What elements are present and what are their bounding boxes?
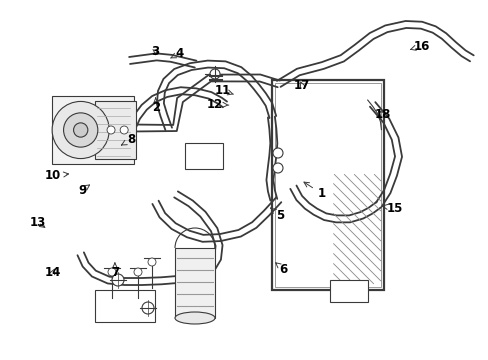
Bar <box>271 80 383 290</box>
Text: 8: 8 <box>121 133 135 146</box>
Circle shape <box>108 268 116 276</box>
Ellipse shape <box>175 312 215 324</box>
Text: 17: 17 <box>293 79 310 92</box>
Text: 9: 9 <box>78 184 89 197</box>
Text: 13: 13 <box>30 216 46 229</box>
Circle shape <box>63 113 98 147</box>
Circle shape <box>120 126 128 134</box>
Bar <box>175 248 215 318</box>
Text: 18: 18 <box>373 108 390 121</box>
Circle shape <box>134 268 142 276</box>
Bar <box>95 290 155 322</box>
Bar <box>95 101 136 159</box>
Text: 6: 6 <box>275 263 287 276</box>
Bar <box>52 96 134 164</box>
Text: 7: 7 <box>111 263 119 279</box>
Circle shape <box>73 123 88 137</box>
Circle shape <box>112 274 124 286</box>
Text: 2: 2 <box>152 98 160 114</box>
Text: 1: 1 <box>304 182 325 200</box>
Text: 11: 11 <box>214 84 233 97</box>
Text: 10: 10 <box>44 169 68 182</box>
Text: 5: 5 <box>270 208 283 222</box>
Text: 3: 3 <box>151 45 159 58</box>
Circle shape <box>52 102 109 158</box>
Circle shape <box>209 69 220 79</box>
Circle shape <box>272 163 283 173</box>
Text: 12: 12 <box>206 98 228 111</box>
Text: 15: 15 <box>382 202 403 215</box>
Bar <box>274 83 380 287</box>
Text: 16: 16 <box>409 40 429 53</box>
Circle shape <box>148 258 156 266</box>
Circle shape <box>107 126 115 134</box>
Bar <box>329 280 367 302</box>
Bar <box>184 143 223 169</box>
Text: 4: 4 <box>170 47 183 60</box>
Circle shape <box>142 302 154 314</box>
Text: 14: 14 <box>44 266 61 279</box>
Circle shape <box>272 148 283 158</box>
